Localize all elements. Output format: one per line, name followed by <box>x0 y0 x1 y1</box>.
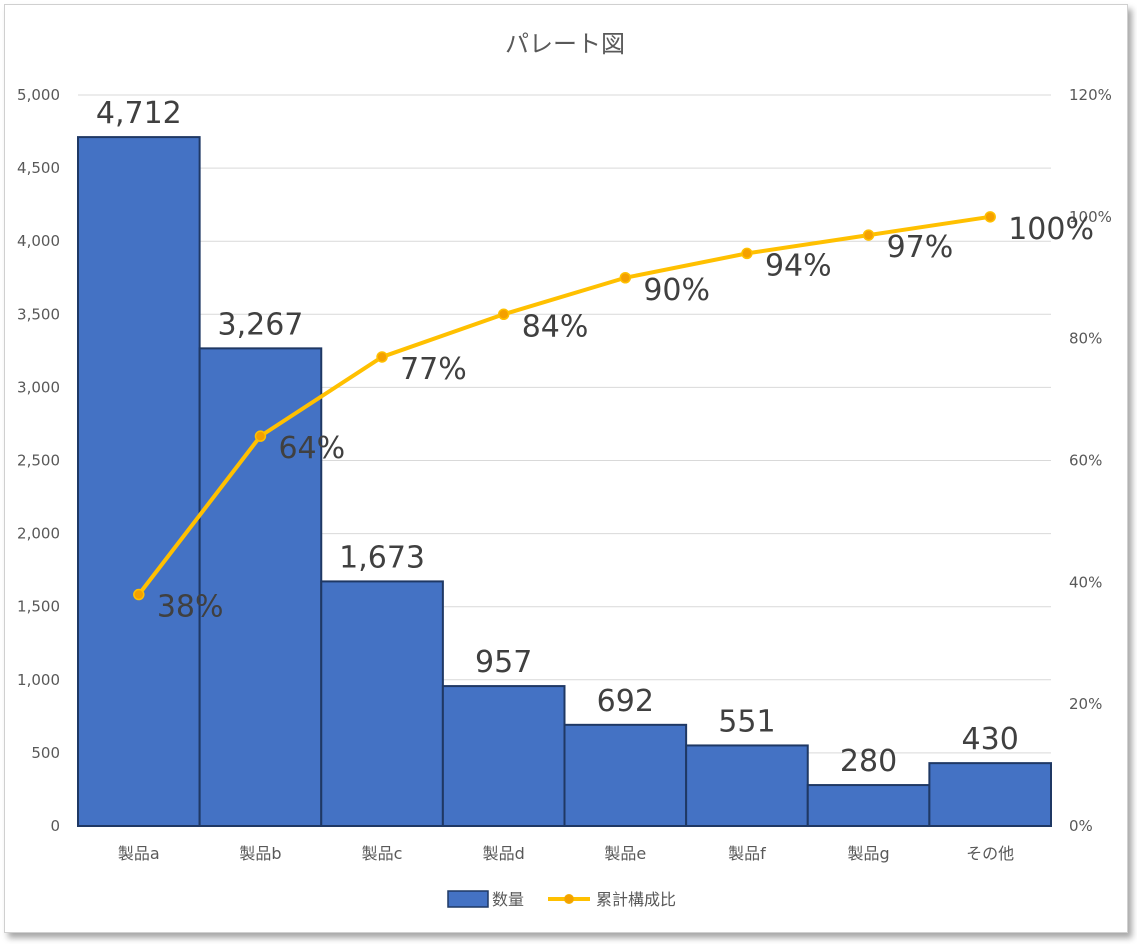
line-value-label: 90% <box>643 273 710 308</box>
y2-tick-label: 120% <box>1069 86 1112 104</box>
line-value-label: 77% <box>400 352 467 387</box>
y-tick-label: 5,000 <box>17 86 60 104</box>
x-category-label: その他 <box>966 844 1014 863</box>
x-category-label: 製品e <box>604 844 646 863</box>
y2-tick-label: 40% <box>1069 573 1102 591</box>
legend-label-bar: 数量 <box>492 890 524 909</box>
line-point <box>741 247 753 260</box>
x-category-label: 製品d <box>483 844 525 863</box>
line-point <box>984 211 996 223</box>
x-category-label: 製品c <box>362 844 403 863</box>
bar-value-label: 1,673 <box>339 540 425 575</box>
line-point <box>254 430 267 442</box>
y-tick-label: 0 <box>50 817 60 835</box>
line-point <box>376 351 388 363</box>
bar-value-label: 280 <box>840 744 897 779</box>
x-category-label: 製品a <box>118 844 160 863</box>
line-value-label: 84% <box>522 309 589 344</box>
line-value-label: 38% <box>157 590 224 625</box>
legend-label-line: 累計構成比 <box>596 890 676 909</box>
y-tick-label: 3,500 <box>17 305 60 323</box>
line-point <box>133 588 145 601</box>
line-data-labels: 38% 64% 77% 84% 90% 94% 97% 100% <box>157 212 1094 625</box>
y-tick-label: 4,500 <box>17 159 60 177</box>
bar <box>441 685 566 828</box>
chart-title: パレート図 <box>505 30 625 58</box>
line-point <box>862 229 875 241</box>
y-tick-label: 4,000 <box>17 232 60 250</box>
bar <box>928 762 1052 827</box>
cumulative-line <box>137 214 991 596</box>
y-axis-left: 0 500 1,000 1,500 2,000 2,500 3,000 3,500 4,000 4… <box>17 86 60 835</box>
y-tick-label: 500 <box>31 744 60 762</box>
bar <box>685 744 809 827</box>
line-point <box>497 308 510 321</box>
bar <box>198 347 323 827</box>
line-value-label: 64% <box>278 431 345 466</box>
bar-data-labels: 4,712 3,267 1,673 957 692 551 280 430 <box>96 96 1019 779</box>
bar-series <box>77 136 1052 828</box>
line-value-label: 100% <box>1008 212 1094 247</box>
bar-value-label: 3,267 <box>217 307 303 342</box>
bar-value-label: 957 <box>475 645 532 680</box>
legend: 数量 累計構成比 <box>447 890 676 909</box>
bar-value-label: 430 <box>962 722 1019 757</box>
x-axis-categories: 製品a 製品b 製品c 製品d 製品e 製品f 製品g その他 <box>118 844 1014 863</box>
line-value-label: 94% <box>765 248 832 283</box>
x-category-label: 製品g <box>847 844 889 863</box>
y2-tick-label: 20% <box>1069 695 1102 713</box>
x-category-label: 製品b <box>239 844 281 863</box>
y-tick-label: 2,000 <box>17 525 60 543</box>
bar-value-label: 692 <box>597 684 654 719</box>
y-tick-label: 2,500 <box>17 452 60 470</box>
y-tick-label: 1,500 <box>17 598 60 616</box>
y-tick-label: 1,000 <box>17 671 60 689</box>
x-category-label: 製品f <box>728 844 766 863</box>
bar <box>563 723 688 827</box>
y2-tick-label: 0% <box>1069 817 1093 835</box>
y2-tick-label: 100% <box>1069 208 1112 226</box>
y2-tick-label: 60% <box>1069 452 1102 470</box>
line-series <box>133 211 996 601</box>
bar <box>77 136 201 828</box>
bar <box>806 784 931 828</box>
legend-swatch-marker <box>564 894 574 904</box>
y-tick-label: 3,000 <box>17 378 60 396</box>
y-axis-right: 0% 20% 40% 60% 80% 100% 120% <box>1069 86 1112 835</box>
legend-swatch-bar <box>447 890 489 908</box>
y2-tick-label: 80% <box>1069 330 1102 348</box>
bar-value-label: 551 <box>718 704 775 739</box>
line-point <box>619 272 632 284</box>
bar <box>320 580 444 828</box>
line-value-label: 97% <box>887 230 954 265</box>
bar-value-label: 4,712 <box>96 96 182 131</box>
